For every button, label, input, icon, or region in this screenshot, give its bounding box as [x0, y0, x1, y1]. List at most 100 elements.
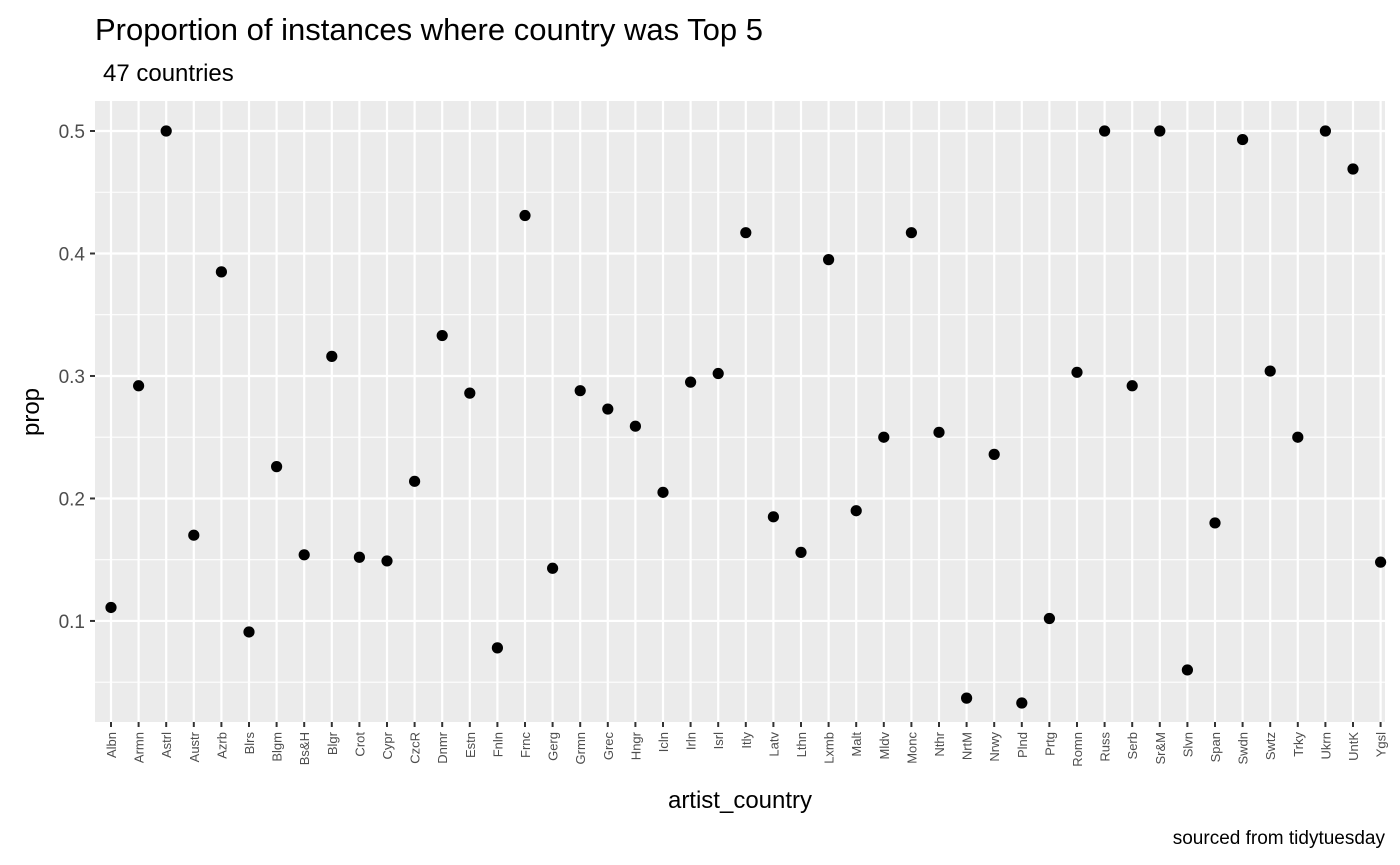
x-tick-label: Ygsl — [1374, 732, 1389, 757]
x-tick-label: Itly — [739, 732, 754, 749]
x-tick-label: Crot — [352, 732, 367, 757]
data-point — [767, 511, 780, 523]
x-tick-label: Romn — [1070, 732, 1085, 767]
data-point — [188, 529, 200, 541]
x-tick-label: Sr&M — [1153, 732, 1168, 765]
data-point — [1237, 133, 1249, 146]
x-tick-label: Austr — [187, 731, 202, 762]
x-tick-label: Nrwy — [987, 732, 1002, 762]
x-tick-label: Russ — [1098, 732, 1113, 762]
x-tick-label: Blgr — [325, 731, 340, 755]
data-point — [215, 266, 227, 278]
data-point — [271, 461, 283, 473]
minor-gridlines — [95, 191, 1385, 683]
y-tick-label: 0.2 — [59, 489, 85, 510]
y-axis: 0.1 0.2 0.3 0.4 0.5 — [59, 122, 95, 633]
x-tick-label: NrtM — [960, 732, 975, 760]
x-tick-label: Fnln — [490, 732, 505, 757]
data-point — [961, 692, 973, 704]
data-point — [133, 380, 145, 392]
chart-title: Proportion of instances where country wa… — [95, 12, 763, 47]
x-tick-label: Monc — [904, 732, 919, 764]
data-point — [574, 385, 586, 397]
x-tick-label: Latv — [766, 732, 781, 757]
x-tick-label: UntK — [1346, 732, 1361, 761]
x-tick-label: Azrb — [214, 732, 229, 759]
x-tick-label: Grmn — [573, 732, 588, 765]
y-axis-title: prop — [18, 388, 45, 436]
x-tick-label: Malt — [849, 732, 864, 757]
data-point — [1071, 366, 1083, 378]
data-points — [105, 125, 1387, 709]
plot-panel — [95, 101, 1385, 722]
x-tick-label: Hngr — [628, 731, 643, 760]
data-point — [823, 254, 835, 266]
x-tick-label: Span — [1208, 732, 1223, 762]
data-point — [685, 376, 697, 388]
x-tick-label: Irln — [684, 732, 699, 750]
y-tick-label: 0.5 — [59, 122, 85, 143]
x-tick-label: Lxmb — [822, 732, 837, 764]
data-point — [602, 403, 614, 415]
data-point — [905, 227, 918, 239]
data-point — [409, 475, 421, 487]
x-tick-label: Gerg — [546, 732, 561, 761]
y-tick-label: 0.4 — [59, 244, 86, 265]
data-point — [629, 420, 642, 432]
data-point — [298, 549, 310, 561]
data-point — [933, 426, 945, 438]
data-point — [1347, 163, 1359, 175]
data-point — [353, 551, 365, 563]
x-tick-label: Blrs — [242, 732, 257, 755]
data-point — [105, 601, 117, 614]
data-point — [381, 555, 393, 567]
x-tick-label: Ukrn — [1318, 732, 1333, 759]
data-point — [878, 431, 890, 443]
data-point — [1181, 664, 1193, 676]
data-point — [850, 505, 862, 517]
x-tick-label: CzcR — [408, 732, 423, 764]
x-tick-label: Plnd — [1015, 732, 1030, 758]
data-point — [160, 125, 172, 137]
x-tick-label: Bs&H — [297, 732, 312, 765]
x-axis: Albn Armn Astrl Austr Azrb Blrs Blgm Bs&H Blgr Cr… — [104, 722, 1389, 767]
data-point — [712, 367, 724, 380]
data-point — [1043, 612, 1055, 625]
data-point — [1016, 697, 1028, 709]
data-point — [547, 562, 559, 574]
x-tick-label: Icln — [656, 732, 671, 752]
x-tick-label: Trky — [1291, 732, 1306, 757]
data-point — [436, 329, 448, 342]
chart-subtitle: 47 countries — [103, 60, 234, 87]
x-tick-label: Estn — [463, 732, 478, 758]
data-point — [1375, 556, 1387, 568]
x-axis-title: artist_country — [668, 787, 812, 814]
x-tick-label: Blgm — [270, 732, 285, 762]
data-point — [988, 448, 1000, 460]
data-point — [243, 626, 255, 638]
x-tick-label: Slvn — [1180, 732, 1195, 757]
data-point — [519, 209, 531, 222]
data-point — [326, 350, 338, 362]
data-point — [1209, 517, 1221, 529]
chart-caption: sourced from tidytuesday — [1173, 828, 1386, 849]
x-tick-label: Frnc — [518, 732, 533, 759]
data-point — [795, 546, 807, 558]
data-point — [1264, 365, 1276, 377]
data-point — [657, 486, 669, 498]
x-tick-label: Swtz — [1263, 732, 1278, 760]
data-point — [1292, 431, 1304, 443]
data-point — [1154, 125, 1166, 137]
x-tick-label: Astrl — [159, 732, 174, 758]
data-point — [464, 387, 476, 399]
x-tick-label: Mldv — [877, 732, 892, 760]
data-point — [491, 642, 503, 654]
major-gridlines — [95, 101, 1385, 722]
x-tick-label: Lthn — [794, 732, 809, 757]
x-tick-label: Swdn — [1236, 732, 1251, 765]
x-tick-label: Dnmr — [435, 731, 450, 763]
x-tick-label: Prtg — [1042, 732, 1057, 756]
x-tick-label: Isrl — [711, 732, 726, 749]
data-point — [1319, 125, 1331, 137]
x-tick-label: Albn — [104, 732, 119, 758]
